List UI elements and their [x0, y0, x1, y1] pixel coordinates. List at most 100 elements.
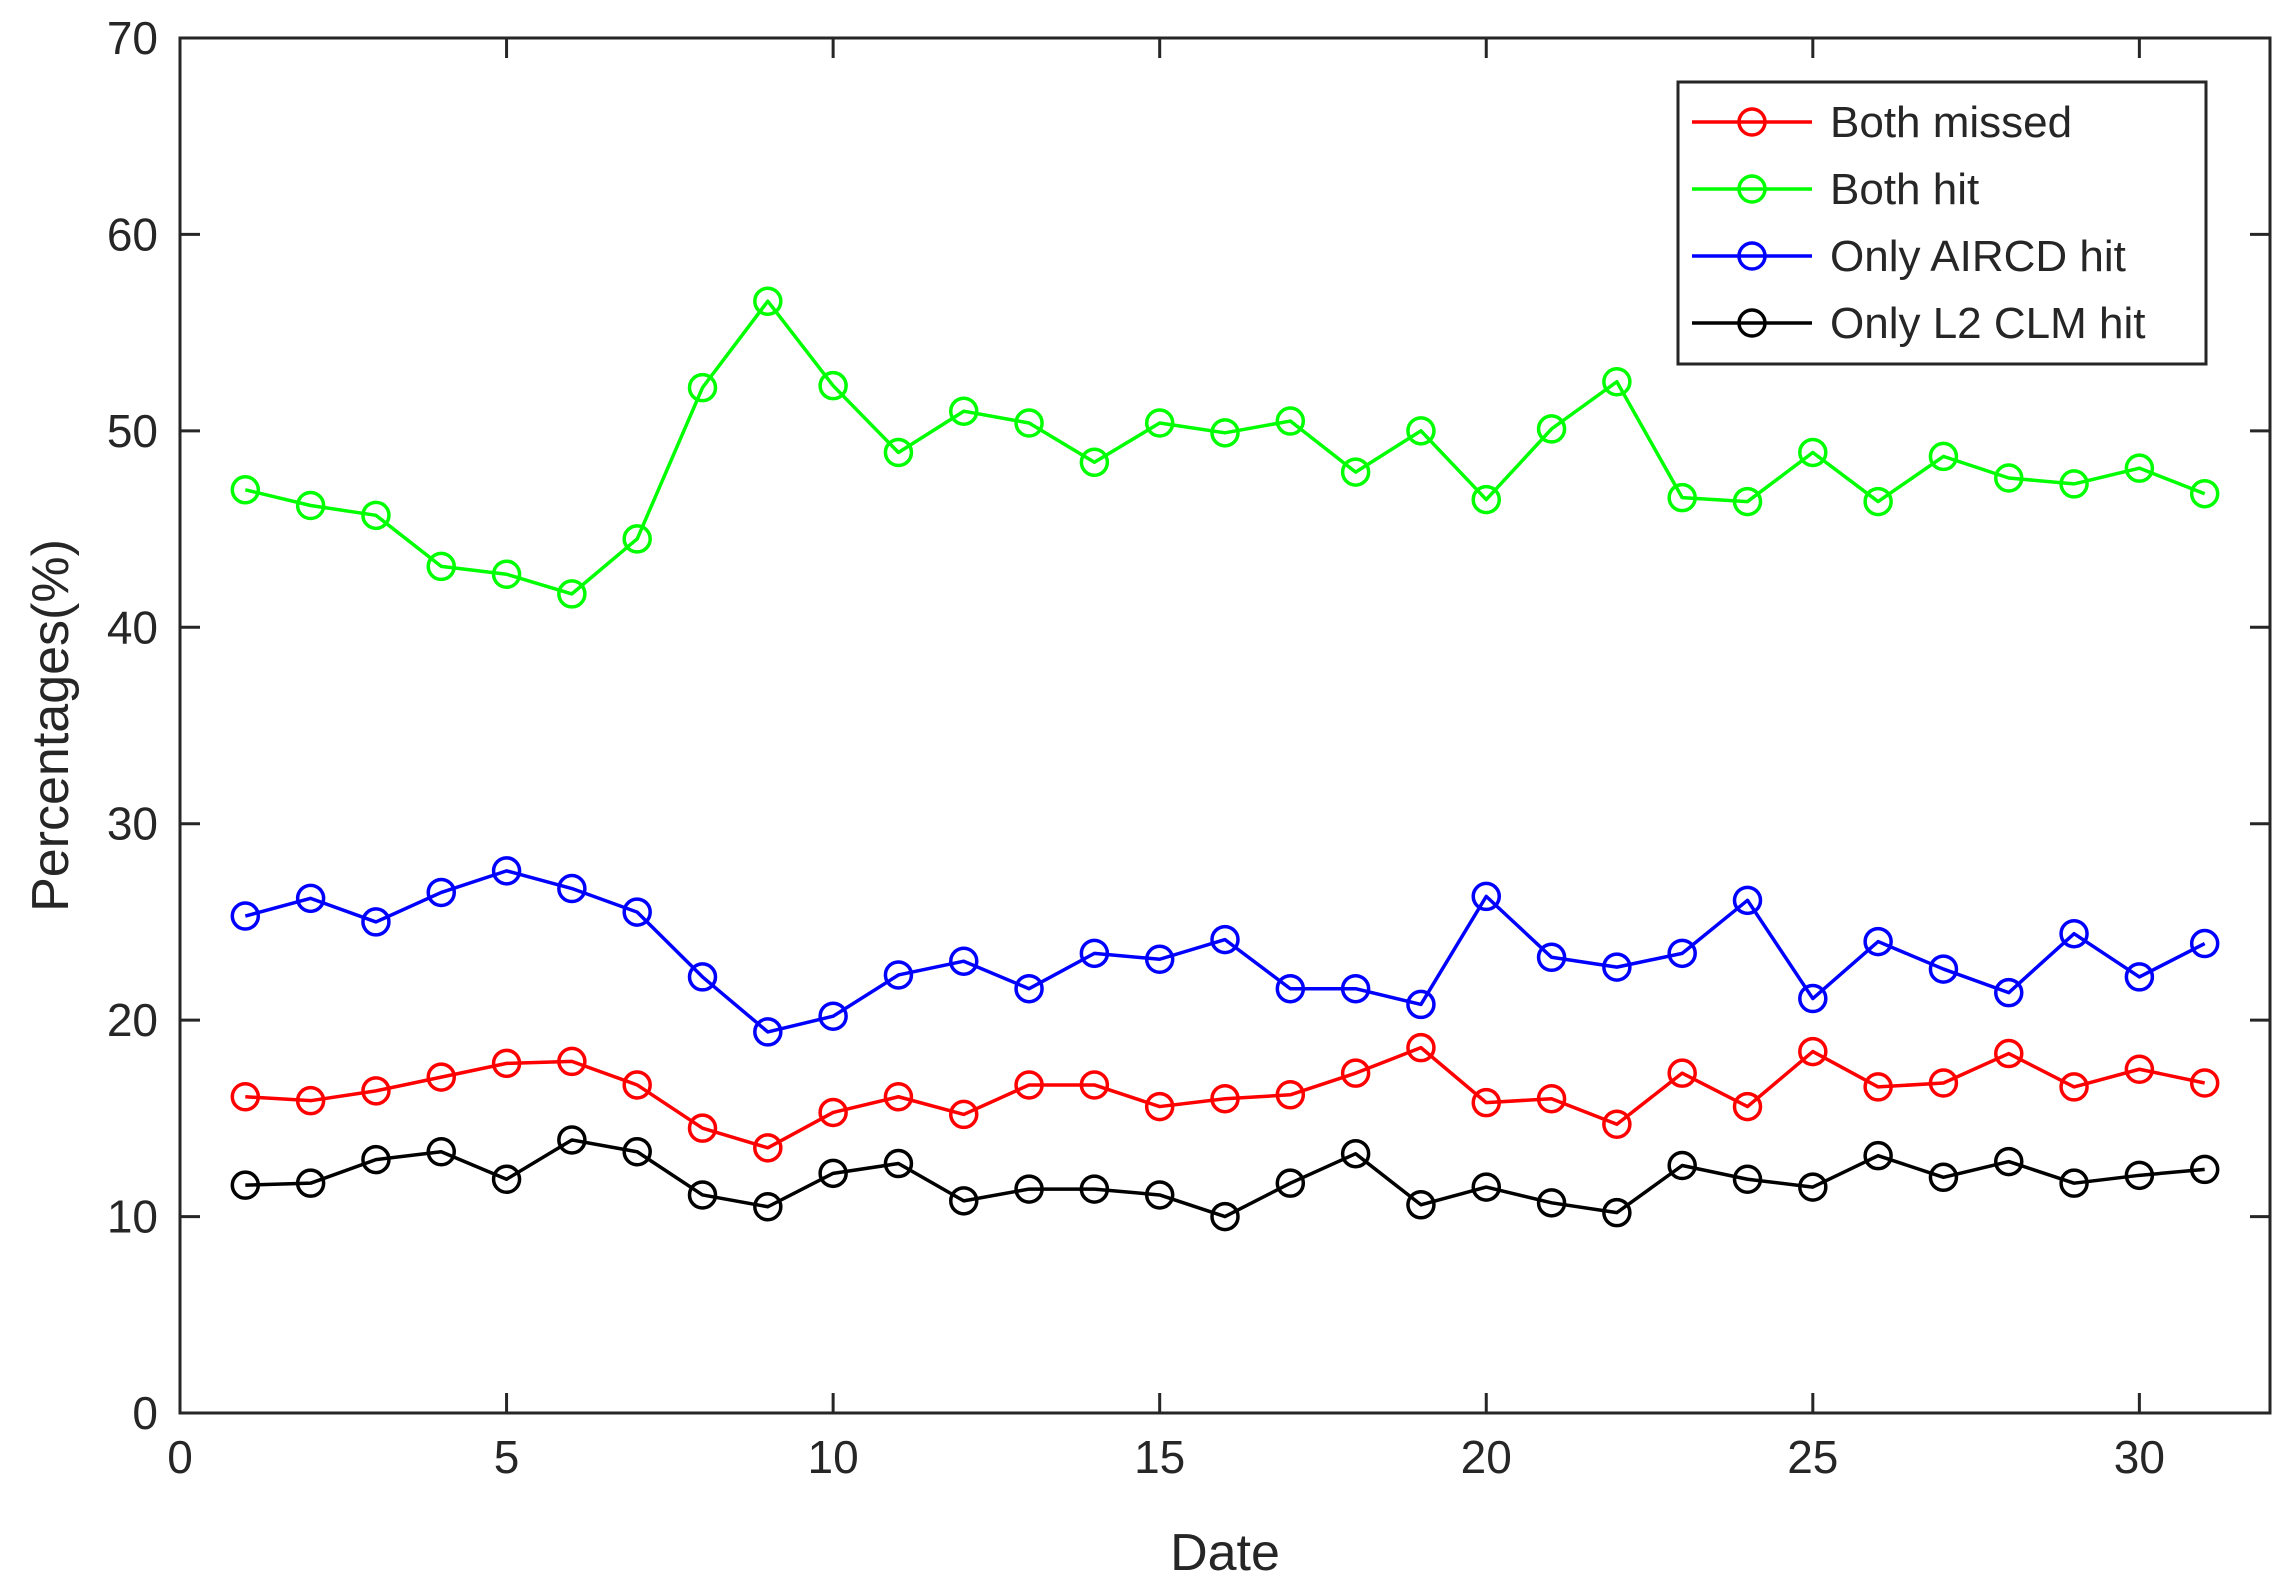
data-point: [949, 396, 979, 426]
legend-label: Both missed: [1830, 98, 2072, 147]
data-point: [1863, 926, 1893, 957]
data-point: [1798, 1172, 1828, 1202]
x-tick-label: 10: [808, 1431, 859, 1483]
data-point: [1079, 1070, 1110, 1100]
data-point: [2059, 1072, 2089, 1102]
data-point: [295, 1168, 326, 1198]
data-point: [1798, 437, 1828, 468]
data-point: [2059, 469, 2089, 499]
data-point: [2059, 918, 2089, 949]
data-point: [1667, 1150, 1697, 1181]
data-point: [426, 877, 456, 908]
data-point: [1863, 1140, 1893, 1171]
data-point: [753, 1133, 783, 1163]
data-point: [1732, 1164, 1763, 1194]
data-point: [1536, 414, 1567, 444]
data-point: [883, 1148, 914, 1179]
data-point: [622, 1137, 652, 1167]
data-point: [1602, 1109, 1632, 1139]
data-point: [1406, 989, 1436, 1020]
data-point: [426, 1137, 456, 1167]
data-point: [1144, 408, 1175, 438]
data-point: [1536, 1083, 1567, 1114]
series-both-missed: [230, 1032, 2220, 1163]
data-point: [818, 1158, 848, 1189]
data-point: [1994, 1038, 2024, 1069]
data-point: [426, 551, 456, 582]
data-point: [1928, 1162, 1959, 1193]
data-point: [2189, 928, 2220, 959]
data-point: [1928, 441, 1959, 472]
data-point: [1406, 1190, 1436, 1220]
legend-item: Both missed: [1692, 98, 2072, 147]
data-point: [491, 559, 522, 589]
data-point: [557, 873, 587, 904]
data-point: [1014, 408, 1044, 438]
y-tick-label: 20: [107, 994, 158, 1046]
data-point: [1667, 482, 1697, 513]
data-point: [2124, 1054, 2155, 1084]
legend-item: Both hit: [1692, 165, 1979, 214]
data-point: [1667, 938, 1697, 969]
y-tick-label: 10: [107, 1191, 158, 1243]
series-line: [244, 299, 2206, 596]
data-point: [1079, 447, 1110, 478]
data-point: [1602, 367, 1632, 397]
data-point: [2124, 453, 2155, 483]
data-point: [818, 370, 848, 401]
series-line: [245, 1138, 2205, 1219]
y-axis-title: Percentages(%): [22, 539, 80, 912]
data-point: [753, 1017, 783, 1047]
data-point: [1275, 406, 1306, 436]
data-point: [426, 1062, 456, 1092]
data-point: [230, 1170, 261, 1200]
data-point: [557, 1125, 587, 1155]
data-point: [1471, 484, 1501, 515]
data-point: [295, 1085, 326, 1116]
data-point: [1275, 973, 1306, 1004]
data-point: [230, 475, 261, 505]
data-point: [687, 1113, 718, 1143]
legend-marker: [1737, 308, 1767, 338]
legend-marker: [1737, 174, 1767, 204]
data-point: [361, 907, 391, 937]
data-point: [1144, 944, 1175, 974]
data-point: [491, 1048, 522, 1079]
data-point: [622, 1070, 652, 1100]
x-tick-label: 20: [1461, 1431, 1512, 1483]
data-point: [491, 1164, 522, 1194]
data-point: [1144, 1091, 1175, 1122]
legend-item: Only AIRCD hit: [1692, 232, 2126, 281]
data-point: [1014, 1174, 1044, 1204]
data-point: [687, 372, 718, 403]
data-point: [1340, 457, 1371, 487]
data-point: [1275, 1080, 1306, 1110]
data-point: [1210, 418, 1240, 448]
data-point: [1994, 977, 2024, 1008]
data-point: [1406, 416, 1436, 446]
data-point: [230, 901, 261, 931]
data-point: [1798, 1036, 1828, 1067]
data-point: [1144, 1180, 1175, 1210]
data-point: [1602, 1197, 1632, 1228]
data-point: [753, 286, 783, 316]
data-point: [1994, 463, 2024, 493]
data-point: [1863, 1072, 1893, 1102]
x-tick-label: 30: [2114, 1431, 2165, 1483]
series-only-l2-clm-hit: [230, 1125, 2220, 1232]
data-point: [1928, 954, 1959, 984]
data-point: [1014, 973, 1044, 1004]
y-tick-label: 0: [132, 1387, 158, 1439]
data-point: [491, 856, 522, 886]
data-point: [1014, 1070, 1044, 1100]
data-point: [1079, 1174, 1110, 1204]
data-point: [1079, 938, 1110, 969]
data-point: [818, 1097, 848, 1128]
data-point: [1340, 1138, 1371, 1169]
data-point: [1340, 1058, 1371, 1088]
x-tick-label: 15: [1134, 1431, 1185, 1483]
data-point: [361, 1144, 391, 1175]
data-point: [1732, 486, 1763, 517]
y-tick-label: 40: [107, 601, 158, 653]
data-point: [2189, 1154, 2220, 1185]
